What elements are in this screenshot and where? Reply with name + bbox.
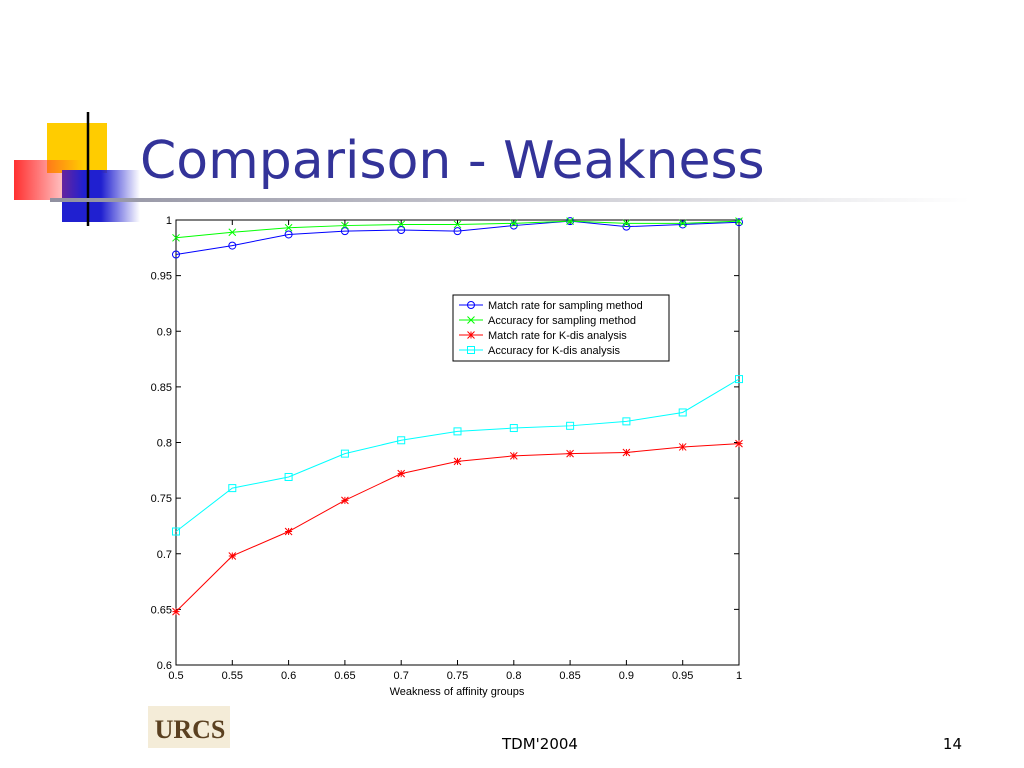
data-point <box>397 220 406 229</box>
x-tick-label: 0.8 <box>506 670 521 682</box>
legend-marker <box>467 301 475 309</box>
data-point <box>284 223 293 232</box>
data-point <box>678 220 687 229</box>
legend-marker <box>467 316 475 324</box>
page-number: 14 <box>943 735 962 753</box>
data-point <box>678 443 687 451</box>
data-point <box>735 439 743 448</box>
data-point <box>453 227 462 236</box>
data-point <box>453 220 462 229</box>
y-tick-label: 0.9 <box>157 326 172 338</box>
legend-marker <box>467 331 475 339</box>
x-tick-label: 0.55 <box>222 670 243 682</box>
plot-frame <box>175 219 740 666</box>
data-point <box>678 408 687 417</box>
data-point <box>566 421 575 430</box>
data-point <box>735 218 743 227</box>
data-point <box>172 250 180 259</box>
logo: URCS <box>155 715 226 744</box>
x-tick-label: 0.95 <box>672 670 693 682</box>
x-axis-label: Weakness of affinity groups <box>390 686 525 698</box>
y-tick-label: 0.95 <box>151 271 172 283</box>
data-point <box>566 217 574 225</box>
series-line <box>175 220 740 255</box>
legend-box <box>452 294 670 362</box>
data-point <box>453 457 462 466</box>
data-point <box>509 451 518 460</box>
data-point <box>228 241 237 250</box>
data-point <box>622 448 631 457</box>
data-point <box>622 417 631 426</box>
y-tick-label: 0.85 <box>151 382 172 394</box>
data-point <box>340 449 349 458</box>
data-point <box>453 427 462 436</box>
x-tick-label: 0.7 <box>394 670 409 682</box>
x-tick-label: 0.6 <box>281 670 296 682</box>
x-tick-label: 0.65 <box>334 670 355 682</box>
x-tick-label: 0.5 <box>168 670 183 682</box>
x-tick-label: 0.85 <box>559 670 580 682</box>
x-tick-label: 0.9 <box>619 670 634 682</box>
legend-label: Accuracy for sampling method <box>488 315 636 327</box>
slide-title: Comparison - Weakness <box>140 131 765 191</box>
data-point <box>397 469 406 478</box>
data-point <box>228 484 237 493</box>
deco-red <box>14 160 84 200</box>
data-point <box>397 436 406 445</box>
x-tick-label: 1 <box>736 670 742 682</box>
data-point <box>566 449 574 458</box>
deco-rule <box>50 198 970 202</box>
y-tick-label: 0.7 <box>157 549 172 561</box>
y-tick-label: 0.6 <box>157 660 172 672</box>
data-point <box>172 233 180 242</box>
data-point <box>284 230 293 239</box>
data-point <box>397 226 406 235</box>
data-point <box>228 228 237 237</box>
data-point <box>284 472 293 481</box>
data-point <box>735 217 743 225</box>
y-tick-label: 1 <box>166 215 172 227</box>
y-tick-label: 0.8 <box>157 438 172 450</box>
x-tick-label: 0.75 <box>447 670 468 682</box>
data-point <box>509 424 518 433</box>
data-point <box>228 552 237 560</box>
data-point <box>509 219 518 228</box>
y-tick-label: 0.65 <box>151 604 172 616</box>
data-point <box>284 527 293 536</box>
legend-label: Match rate for sampling method <box>488 300 643 312</box>
legend-label: Accuracy for K-dis analysis <box>488 345 621 357</box>
data-point <box>735 375 743 384</box>
logo-bg <box>148 706 230 748</box>
series-line <box>175 378 740 532</box>
legend-marker <box>467 346 475 354</box>
data-point <box>340 227 349 236</box>
data-point <box>678 219 687 228</box>
data-point <box>172 527 180 536</box>
legend-label: Match rate for K-dis analysis <box>488 330 627 342</box>
y-tick-label: 0.75 <box>151 493 172 505</box>
data-point <box>341 496 349 505</box>
data-point <box>341 221 349 230</box>
footer: TDM'2004 <box>501 735 578 753</box>
data-point <box>509 221 518 230</box>
data-point <box>622 219 631 228</box>
data-point <box>172 607 180 616</box>
